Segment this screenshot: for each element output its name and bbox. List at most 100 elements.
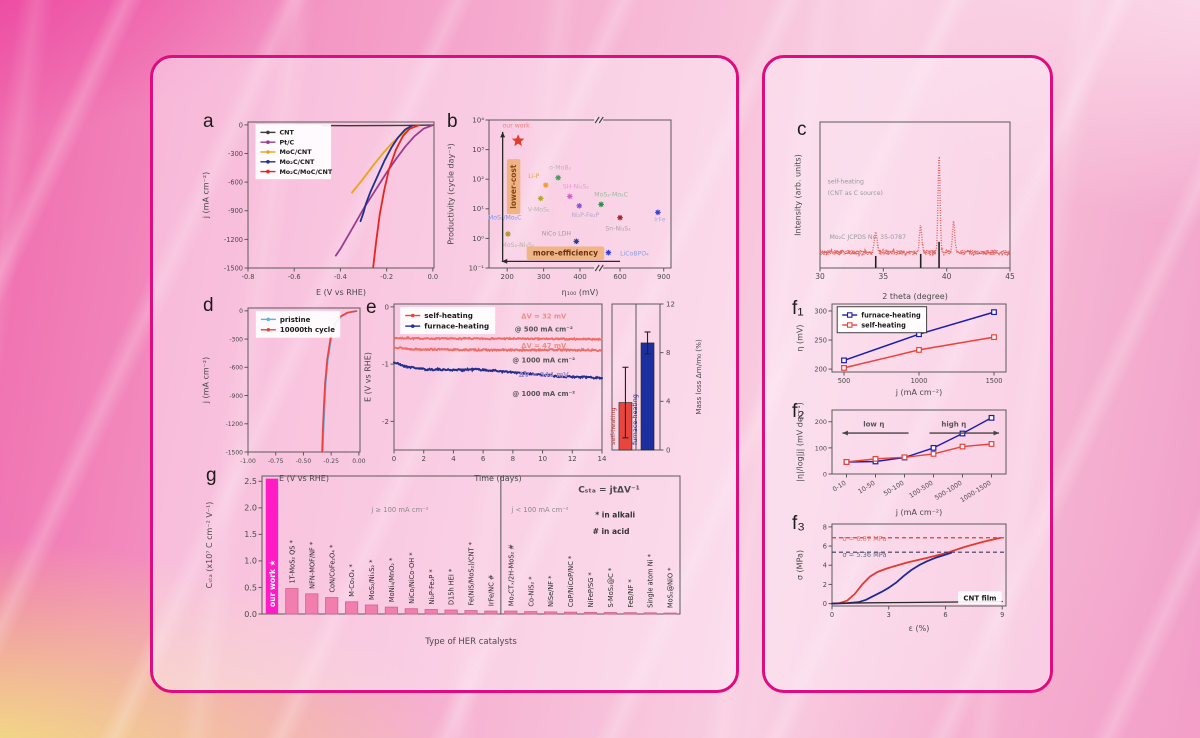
svg-text:4: 4 — [451, 455, 456, 463]
svg-text:250: 250 — [814, 336, 827, 344]
svg-text:furnace-heating: furnace-heating — [424, 322, 489, 331]
svg-text:0.0: 0.0 — [244, 610, 257, 619]
svg-text:Cₛₜₐ (x10⁷ C cm⁻² V⁻¹): Cₛₜₐ (x10⁷ C cm⁻² V⁻¹) — [205, 502, 214, 589]
panel-f2-label: f₂ — [792, 401, 805, 422]
svg-text:* in alkali: * in alkali — [595, 510, 635, 519]
svg-text:D15h HEI *: D15h HEI * — [448, 568, 456, 605]
svg-text:S-MoS₂@C *: S-MoS₂@C * — [607, 567, 615, 607]
svg-text:10⁰: 10⁰ — [472, 235, 484, 243]
svg-text:-0.4: -0.4 — [334, 273, 347, 281]
svg-text:CNT: CNT — [279, 129, 294, 137]
svg-text:10²: 10² — [472, 176, 484, 184]
svg-text:Single atom Ni *: Single atom Ni * — [647, 553, 655, 607]
svg-text:6: 6 — [943, 611, 947, 619]
svg-text:400: 400 — [573, 273, 586, 281]
svg-text:MoS₂@NiO *: MoS₂@NiO * — [667, 567, 675, 608]
svg-text:our work ★: our work ★ — [268, 559, 277, 607]
svg-text:-300: -300 — [228, 150, 243, 158]
svg-text:1.5: 1.5 — [244, 530, 257, 539]
svg-text:σ (MPa): σ (MPa) — [796, 550, 805, 580]
svg-text:self-heating: self-heating — [828, 178, 864, 185]
svg-text:j (mA cm⁻²): j (mA cm⁻²) — [202, 172, 211, 219]
panel-b-productivity-scatter-chart: 200 300 400 600 900 10⁻¹ 10⁰ 10¹ 10² 10³ 10⁴ η₁₀₀ (… — [447, 116, 672, 297]
svg-text:σ = 5.36 MPa: σ = 5.36 MPa — [842, 551, 886, 559]
svg-text:E (V vs RHE): E (V vs RHE) — [316, 288, 366, 297]
svg-text:200: 200 — [815, 418, 827, 426]
svg-text:ΔV = 344 mV: ΔV = 344 mV — [519, 371, 570, 379]
svg-text:ΔV = 47 mV: ΔV = 47 mV — [521, 342, 567, 350]
svg-text:# in acid: # in acid — [593, 527, 630, 536]
svg-text:-1500: -1500 — [224, 264, 243, 272]
svg-text:lower-cost: lower-cost — [509, 164, 518, 209]
svg-text:1000: 1000 — [911, 377, 928, 385]
svg-text:10-50: 10-50 — [857, 479, 877, 496]
panel-c-label: c — [797, 119, 807, 140]
svg-text:Li-P: Li-P — [528, 173, 539, 180]
svg-text:45: 45 — [1005, 272, 1015, 281]
svg-text:8: 8 — [666, 349, 670, 357]
svg-text:8: 8 — [823, 523, 827, 531]
panel-e-label: e — [366, 297, 377, 318]
svg-text:j ≥ 100 mA cm⁻²: j ≥ 100 mA cm⁻² — [370, 506, 428, 514]
svg-text:30: 30 — [815, 272, 825, 281]
svg-text:0: 0 — [385, 303, 389, 311]
svg-text:-900: -900 — [229, 393, 243, 400]
panel-g-catalyst-bars-chart: 0.0 0.5 1.0 1.5 2.0 2.5 Cₛₜₐ (x10⁷ C cm⁻² V⁻¹)… — [205, 475, 681, 647]
svg-text:IrFe: IrFe — [654, 216, 666, 223]
svg-text:Ni₂P-Fe₂P: Ni₂P-Fe₂P — [571, 212, 599, 219]
svg-text:6: 6 — [481, 455, 486, 463]
svg-text:@ 500 mA cm⁻²: @ 500 mA cm⁻² — [515, 326, 573, 334]
svg-text:0: 0 — [666, 446, 670, 454]
svg-text:4: 4 — [666, 398, 671, 406]
svg-text:300: 300 — [814, 307, 827, 315]
svg-text:0: 0 — [830, 611, 834, 619]
svg-text:-1.00: -1.00 — [240, 458, 256, 465]
svg-text:our work: our work — [503, 123, 531, 130]
svg-text:-300: -300 — [229, 336, 243, 343]
panel-e-stability-chart: 0 2 4 6 8 10 12 14 0 -1 -2 Time (days) E (V vs RHE) Δ… — [364, 303, 607, 483]
svg-text:2: 2 — [421, 455, 425, 463]
svg-text:300: 300 — [537, 273, 550, 281]
svg-text:V-MoS₂: V-MoS₂ — [528, 206, 550, 213]
svg-text:10⁴: 10⁴ — [472, 116, 484, 124]
svg-text:12: 12 — [666, 300, 675, 308]
svg-text:0-10: 0-10 — [831, 479, 848, 493]
panel-f3-label: f₃ — [792, 513, 806, 534]
svg-text:ε (%): ε (%) — [909, 624, 930, 633]
svg-text:100-500: 100-500 — [908, 479, 935, 500]
figure-panel-right — [762, 55, 1053, 693]
svg-text:furnace-heating: furnace-heating — [631, 394, 639, 445]
svg-text:-2: -2 — [382, 418, 389, 426]
svg-text:40: 40 — [942, 272, 952, 281]
svg-text:j < 100 mA cm⁻²: j < 100 mA cm⁻² — [510, 506, 568, 514]
svg-text:12: 12 — [568, 455, 577, 463]
svg-text:-600: -600 — [228, 179, 243, 187]
svg-text:o-MoB₂: o-MoB₂ — [549, 165, 572, 172]
svg-text:IrFe/NC #: IrFe/NC # — [488, 574, 496, 606]
svg-text:200: 200 — [814, 365, 827, 373]
svg-text:|η|/log|j| (mV dec⁻¹): |η|/log|j| (mV dec⁻¹) — [796, 402, 805, 481]
svg-text:FeB/NF *: FeB/NF * — [627, 579, 635, 608]
svg-text:NiFeP/SG *: NiFeP/SG * — [587, 572, 595, 608]
svg-text:2.5: 2.5 — [244, 477, 257, 486]
svg-text:@ 1000 mA cm⁻²: @ 1000 mA cm⁻² — [512, 356, 575, 364]
svg-text:10000th cycle: 10000th cycle — [280, 326, 335, 334]
svg-text:10⁻¹: 10⁻¹ — [469, 264, 485, 272]
svg-text:9: 9 — [1000, 611, 1004, 619]
svg-text:furnace-heating: furnace-heating — [861, 311, 921, 319]
svg-text:4: 4 — [823, 562, 827, 570]
panel-f1-label: f₁ — [792, 298, 804, 319]
svg-text:MoS₂/Mo₂C: MoS₂/Mo₂C — [488, 214, 522, 221]
svg-text:1.0: 1.0 — [244, 557, 257, 566]
svg-text:self-heating: self-heating — [424, 311, 473, 320]
svg-text:50-100: 50-100 — [882, 479, 905, 498]
svg-text:pristine: pristine — [280, 316, 311, 324]
panel-f1-overpotential-chart: 500 1000 1500 200 250 300 j (mA cm⁻²) η (mV) fur… — [796, 303, 1007, 397]
svg-text:self-heating: self-heating — [861, 321, 906, 329]
panel-e-mass-loss-bars: 0 4 8 12 Mass loss Δm/m₀ (%) self-heating furn… — [609, 300, 703, 454]
svg-text:Mass loss Δm/m₀ (%): Mass loss Δm/m₀ (%) — [694, 339, 703, 415]
svg-text:MoS₂/Ni₃S₂ *: MoS₂/Ni₃S₂ * — [368, 559, 376, 600]
svg-text:8: 8 — [511, 455, 515, 463]
svg-text:ΔV = 32 mV: ΔV = 32 mV — [521, 313, 567, 321]
svg-text:600: 600 — [613, 273, 626, 281]
